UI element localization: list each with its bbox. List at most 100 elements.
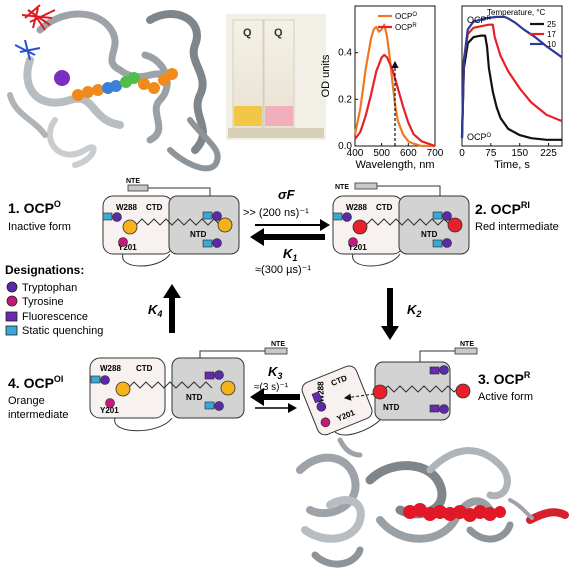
state-2-name: 2. OCP: [475, 201, 521, 217]
k4-symbol: K: [148, 302, 159, 317]
y-tick-label: 0.0: [338, 141, 352, 152]
state-4-desc-2: intermediate: [8, 409, 69, 421]
state-4-w288: W288: [100, 364, 121, 373]
static-quenching-icon: [5, 325, 18, 336]
fluorescence-icon: [5, 311, 18, 322]
state-2-ntd: NTD: [421, 230, 438, 239]
carotenoid-spheres: [72, 68, 178, 101]
legend-static-quenching: Static quenching: [22, 325, 103, 337]
svg-text:1. OCPO: 1. OCPO: [8, 199, 61, 216]
state-3-nte: NTE: [460, 341, 474, 348]
state-2-ctd: CTD: [376, 203, 393, 212]
tryptophan-sphere: [54, 70, 70, 86]
vial-photo: Q Q: [226, 14, 326, 140]
state-1-nte: NTE: [126, 178, 140, 185]
state-4-y201: Y201: [100, 406, 119, 415]
tryptophan-icon: [6, 281, 18, 293]
state-2-desc: Red intermediate: [475, 221, 559, 233]
series-line-1: [460, 23, 563, 139]
legend-entry: 25: [547, 20, 556, 29]
sigma-f-label: σF: [278, 187, 296, 202]
state-1-ntd: NTD: [190, 230, 207, 239]
k1-time: ≈(300 µs)⁻¹: [255, 264, 311, 276]
state-3-name: 3. OCP: [478, 371, 524, 387]
state-1-label: 1. OCPO Inactive form: [8, 199, 71, 233]
state-2-diagram: NTE W288 CTD NTD Y201: [332, 182, 470, 267]
series-line-0: [353, 23, 435, 148]
x-tick-label: 600: [400, 148, 417, 159]
legend-title: Temperature, °C: [487, 8, 546, 17]
svg-text:3. OCPR: 3. OCPR: [478, 370, 531, 387]
state-3-diagram: NTE NTD W288 CTD Y201: [301, 341, 478, 436]
series-line-2: [460, 15, 563, 139]
state-4-name: 4. OCP: [8, 375, 54, 391]
state-1-desc: Inactive form: [8, 221, 71, 233]
protein-structure-top: [7, 4, 221, 172]
x-tick-label: 0: [459, 148, 465, 159]
svg-text:K1: K1: [283, 246, 297, 263]
state-3-w288: W288: [317, 381, 326, 402]
x-tick-label: 400: [347, 148, 364, 159]
chart-annotation: OCPR: [467, 15, 492, 25]
k2-subscript: 2: [415, 309, 421, 319]
state-2-label: 2. OCPRI Red intermediate: [475, 200, 559, 233]
x-tick-label: 700: [427, 148, 444, 159]
state-2-sup: RI: [521, 200, 530, 210]
x-tick-label: 75: [485, 148, 497, 159]
y-tick-label: 0.4: [338, 48, 352, 59]
state-2-y201: Y201: [348, 243, 367, 252]
state-4-desc-1: Orange: [8, 395, 45, 407]
state-3-sup: R: [524, 370, 531, 380]
series-line-0: [460, 34, 562, 141]
x-axis-label: Time, s: [494, 159, 530, 171]
state-1-name: 1. OCP: [8, 200, 54, 216]
k3-symbol: K: [268, 364, 279, 379]
chart-annotation-sup: R: [487, 16, 492, 22]
k4-subscript: 4: [156, 309, 162, 319]
legend-title: Designations:: [5, 263, 84, 277]
k3-subscript: 3: [277, 371, 282, 381]
legend-tryptophan: Tryptophan: [22, 282, 77, 294]
svg-text:2. OCPRI: 2. OCPRI: [475, 200, 530, 217]
state-2-w288: W288: [346, 203, 367, 212]
state-3-ntd: NTD: [383, 403, 400, 412]
vial-label-right: Q: [274, 27, 283, 39]
y-axis-label: OD units: [320, 54, 332, 97]
state-1-sup: O: [54, 199, 61, 209]
state-4-diagram: NTE W288 CTD NTD Y201: [89, 341, 288, 432]
k1-symbol: K: [283, 246, 294, 261]
chart-annotation-sup: O: [487, 133, 492, 139]
state-3-desc: Active form: [478, 391, 533, 403]
state-1-diagram: NTE W288 CTD NTD Y201: [102, 178, 240, 267]
k3-time: ≈(3 s)⁻¹: [254, 382, 289, 393]
k2-symbol: K: [407, 302, 418, 317]
state-4-ctd: CTD: [136, 364, 153, 373]
carotenoid-red-spheres: [403, 503, 506, 522]
state-2-nte: NTE: [335, 184, 349, 191]
legend-entry: 10: [547, 40, 556, 49]
state-1-w288: W288: [116, 203, 137, 212]
designations-legend: Designations: Tryptophan Tyrosine Fluore…: [5, 263, 103, 337]
x-axis-label: Wavelength, nm: [355, 159, 434, 171]
legend-entry-sup: R: [412, 23, 417, 29]
k1-subscript: 1: [292, 253, 297, 263]
nte-red-helix: [526, 508, 569, 524]
legend-entry: 17: [547, 30, 556, 39]
nte-red-sticks: [21, 4, 56, 31]
transition-arrows: [163, 219, 399, 413]
legend-entry-sup: O: [412, 12, 417, 18]
state-3-label: 3. OCPR Active form: [478, 370, 533, 403]
legend-entry: OCPR: [395, 23, 417, 32]
svg-text:K2: K2: [407, 302, 421, 319]
state-1-y201: Y201: [118, 243, 137, 252]
chart-annotation: OCPO: [467, 132, 492, 142]
svg-text:4. OCPOI: 4. OCPOI: [8, 374, 63, 391]
state-1-ctd: CTD: [146, 203, 163, 212]
x-tick-label: 500: [373, 148, 390, 159]
vial-label-left: Q: [243, 27, 252, 39]
x-tick-label: 225: [540, 148, 557, 159]
svg-text:K3: K3: [268, 364, 282, 381]
